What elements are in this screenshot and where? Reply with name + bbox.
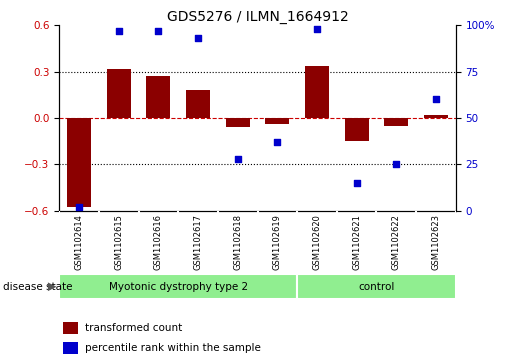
Bar	[265, 118, 289, 124]
Point	[273, 139, 281, 145]
Text: GSM1102622: GSM1102622	[392, 214, 401, 270]
Text: percentile rank within the sample: percentile rank within the sample	[85, 343, 261, 353]
Point	[352, 180, 360, 186]
Text: GSM1102617: GSM1102617	[194, 214, 202, 270]
Text: GSM1102614: GSM1102614	[75, 214, 83, 270]
Text: GSM1102616: GSM1102616	[154, 214, 163, 270]
Text: Myotonic dystrophy type 2: Myotonic dystrophy type 2	[109, 282, 248, 292]
Point	[154, 28, 162, 34]
Text: disease state: disease state	[3, 282, 72, 292]
Point	[392, 161, 401, 167]
Point	[114, 28, 123, 34]
Bar	[384, 118, 408, 126]
Text: GSM1102623: GSM1102623	[432, 214, 440, 270]
Point	[233, 156, 242, 162]
Bar	[226, 118, 250, 127]
Text: GSM1102621: GSM1102621	[352, 214, 361, 270]
Bar	[345, 118, 369, 141]
Point	[432, 97, 440, 102]
Text: GSM1102619: GSM1102619	[273, 214, 282, 270]
Text: transformed count: transformed count	[85, 323, 182, 333]
Bar	[146, 76, 170, 118]
Text: GSM1102620: GSM1102620	[313, 214, 321, 270]
Bar	[59, 274, 297, 299]
Text: GSM1102618: GSM1102618	[233, 214, 242, 270]
Bar	[305, 65, 329, 118]
Point	[75, 204, 83, 210]
Bar	[424, 115, 448, 118]
Bar	[63, 322, 78, 334]
Bar	[297, 274, 456, 299]
Bar	[107, 69, 131, 118]
Point	[313, 26, 321, 32]
Bar	[186, 90, 210, 118]
Title: GDS5276 / ILMN_1664912: GDS5276 / ILMN_1664912	[167, 11, 348, 24]
Text: GSM1102615: GSM1102615	[114, 214, 123, 270]
Bar	[67, 118, 91, 207]
Point	[194, 36, 202, 41]
Text: control: control	[358, 282, 394, 292]
Bar	[63, 342, 78, 354]
